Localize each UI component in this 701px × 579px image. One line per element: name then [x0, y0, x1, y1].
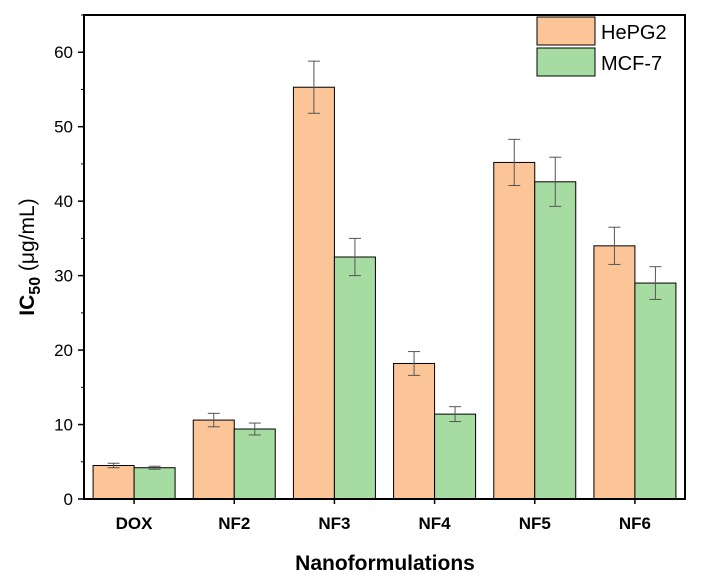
error-bar-hepg2-nf2 [207, 412, 220, 428]
bar-hepg2-nf3 [292, 86, 335, 500]
error-bar-mcf7-nf4 [449, 406, 462, 423]
x-tick-label-nf2: NF2 [218, 514, 250, 533]
bar-mcf7-nf6 [634, 282, 677, 500]
x-axis: DOX NF2 NF3 NF4 NF5 NF6 [116, 499, 651, 533]
legend-swatch-mcf7 [536, 47, 596, 77]
legend-label-mcf7: MCF-7 [601, 53, 662, 75]
bars-layer [92, 86, 677, 500]
bar-hepg2-nf2 [192, 419, 235, 500]
error-bar-hepg2-nf6 [608, 226, 621, 265]
bar-mcf7-nf4 [434, 413, 477, 500]
error-bar-hepg2-nf3 [307, 60, 320, 114]
y-tick-label: 20 [54, 341, 73, 360]
bar-hepg2-nf4 [393, 362, 436, 500]
bar-hepg2-nf6 [593, 245, 636, 500]
error-bar-mcf7-nf6 [649, 266, 662, 300]
bar-mcf7-dox [133, 467, 176, 500]
y-tick-label: 30 [54, 267, 73, 286]
plot-frame [83, 14, 686, 500]
error-bars-layer [107, 60, 662, 470]
y-axis: 0 10 20 30 40 50 60 [54, 14, 84, 509]
y-tick-label: 60 [54, 43, 73, 62]
x-axis-title: Nanoformulations [295, 552, 475, 575]
error-bar-hepg2-nf4 [408, 351, 421, 376]
error-bar-mcf7-nf3 [348, 237, 361, 277]
x-tick-label-nf3: NF3 [318, 514, 350, 533]
bar-mcf7-nf5 [534, 181, 577, 500]
y-tick-label: 0 [64, 490, 73, 509]
error-bar-mcf7-nf2 [248, 422, 261, 436]
legend-label-hepg2: HePG2 [601, 22, 667, 44]
x-tick-label-dox: DOX [116, 514, 154, 533]
y-tick-label: 40 [54, 192, 73, 211]
y-axis-title-unit: (μg/mL) [16, 198, 39, 277]
y-axis-title-main: IC [16, 295, 39, 316]
error-bar-hepg2-dox [107, 462, 120, 469]
y-axis-title-subscript: 50 [27, 277, 44, 295]
y-axis-title: IC50 (μg/mL) [16, 198, 44, 315]
y-tick-label: 50 [54, 118, 73, 137]
x-tick-label-nf6: NF6 [619, 514, 651, 533]
error-bar-mcf7-nf5 [549, 156, 562, 207]
x-tick-label-nf4: NF4 [419, 514, 452, 533]
y-tick-label: 10 [54, 416, 73, 435]
bar-mcf7-nf2 [233, 428, 276, 500]
bar-hepg2-nf5 [493, 161, 536, 500]
error-bar-mcf7-dox [148, 465, 161, 470]
legend-swatch-hepg2 [536, 16, 596, 46]
bar-mcf7-nf3 [333, 256, 376, 500]
error-bar-hepg2-nf5 [508, 138, 521, 187]
x-tick-label-nf5: NF5 [519, 514, 551, 533]
legend: HePG2 MCF-7 [536, 16, 667, 77]
bar-hepg2-dox [92, 464, 135, 500]
